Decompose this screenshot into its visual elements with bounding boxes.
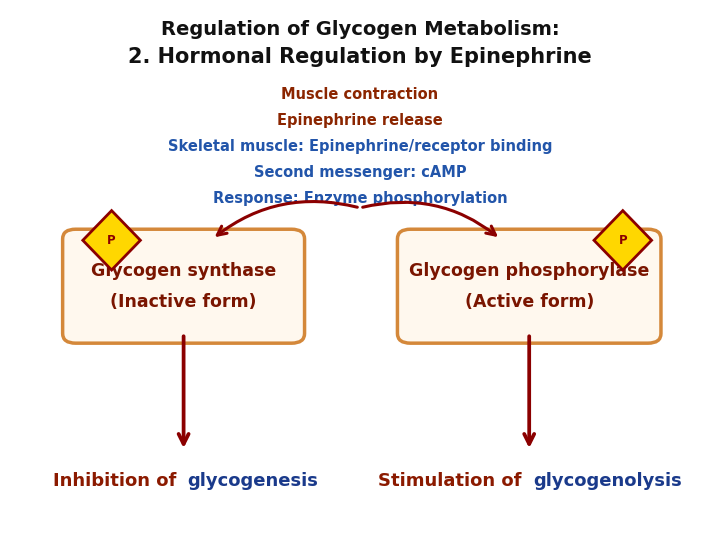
FancyBboxPatch shape: [63, 230, 305, 343]
Text: glycogenolysis: glycogenolysis: [533, 471, 682, 490]
Text: Regulation of Glycogen Metabolism:: Regulation of Glycogen Metabolism:: [161, 20, 559, 39]
Text: P: P: [107, 234, 116, 247]
Text: Muscle contraction: Muscle contraction: [282, 87, 438, 102]
Text: Second messenger: cAMP: Second messenger: cAMP: [253, 165, 467, 180]
FancyBboxPatch shape: [397, 230, 661, 343]
Text: Inhibition of: Inhibition of: [53, 471, 176, 490]
Text: Skeletal muscle: Epinephrine/receptor binding: Skeletal muscle: Epinephrine/receptor bi…: [168, 139, 552, 154]
Text: (Active form): (Active form): [464, 293, 594, 312]
Text: 2. Hormonal Regulation by Epinephrine: 2. Hormonal Regulation by Epinephrine: [128, 46, 592, 67]
Polygon shape: [83, 211, 140, 270]
Text: glycogenesis: glycogenesis: [187, 471, 318, 490]
Text: Epinephrine release: Epinephrine release: [277, 113, 443, 128]
Text: P: P: [618, 234, 627, 247]
Text: (Inactive form): (Inactive form): [110, 293, 257, 312]
Text: Stimulation of: Stimulation of: [379, 471, 522, 490]
Polygon shape: [594, 211, 652, 270]
Text: Response: Enzyme phosphorylation: Response: Enzyme phosphorylation: [212, 191, 508, 206]
Text: Glycogen phosphorylase: Glycogen phosphorylase: [409, 262, 649, 280]
Text: Glycogen synthase: Glycogen synthase: [91, 262, 276, 280]
